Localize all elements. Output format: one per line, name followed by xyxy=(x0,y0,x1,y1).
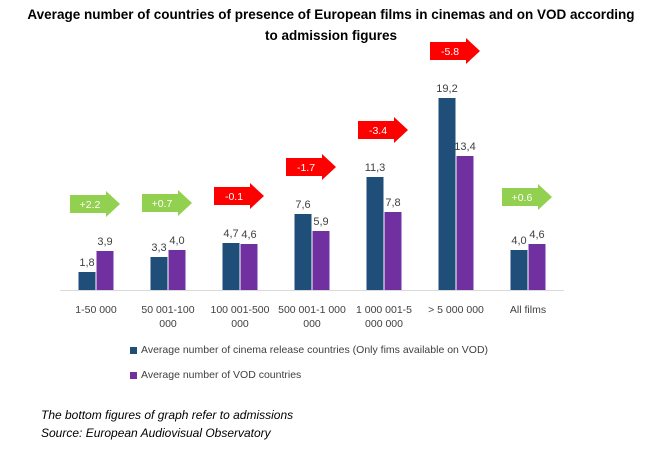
difference-label-1: +0.7 xyxy=(152,198,173,210)
bar-vod-4 xyxy=(384,212,402,290)
legend-item-cinema: Average number of cinema release countri… xyxy=(130,343,488,357)
value-label-cinema-3: 7,6 xyxy=(295,199,310,211)
value-label-vod-3: 5,9 xyxy=(313,216,328,228)
difference-label-3: -1.7 xyxy=(297,162,315,174)
difference-label-0: +2.2 xyxy=(80,199,101,211)
difference-arrow-5 xyxy=(430,38,480,64)
difference-arrow-6 xyxy=(502,184,552,210)
footnote: The bottom figures of graph refer to adm… xyxy=(41,406,293,442)
difference-label-4: -3.4 xyxy=(369,125,387,137)
value-label-vod-1: 4,0 xyxy=(169,235,184,247)
difference-arrow-1 xyxy=(142,190,192,216)
difference-label-6: +0.6 xyxy=(512,192,533,204)
legend-label-cinema: Average number of cinema release countri… xyxy=(141,344,489,356)
difference-arrow-3 xyxy=(286,154,336,180)
category-label-4-line2: 000 000 xyxy=(365,318,403,330)
bar-cinema-3 xyxy=(294,214,312,290)
category-label-4: 1 000 001-5 xyxy=(356,304,412,316)
bar-vod-0 xyxy=(96,251,114,290)
chart-legend: Average number of cinema release countri… xyxy=(130,343,488,393)
legend-swatch-vod xyxy=(130,371,137,379)
bar-vod-3 xyxy=(312,231,330,290)
value-label-cinema-2: 4,7 xyxy=(223,228,238,240)
value-label-vod-2: 4,6 xyxy=(241,229,256,241)
category-label-2-line2: 000 xyxy=(231,318,249,330)
category-label-0: 1-50 000 xyxy=(75,304,117,316)
legend-label-vod: Average number of VOD countries xyxy=(141,369,302,381)
bar-cinema-1 xyxy=(150,257,168,290)
difference-arrow-0 xyxy=(70,191,120,217)
category-label-1-line2: 000 xyxy=(159,318,177,330)
category-label-6: All films xyxy=(510,304,546,316)
bar-vod-2 xyxy=(240,244,258,290)
bar-cinema-2 xyxy=(222,243,240,290)
value-label-vod-0: 3,9 xyxy=(97,236,112,248)
value-label-vod-5: 13,4 xyxy=(454,141,475,153)
difference-label-5: -5.8 xyxy=(441,46,459,58)
footnote-admissions: The bottom figures of graph refer to adm… xyxy=(41,408,294,422)
difference-arrow-2 xyxy=(214,183,264,209)
value-label-cinema-1: 3,3 xyxy=(151,242,166,254)
bar-vod-1 xyxy=(168,250,186,290)
bar-cinema-4 xyxy=(366,177,384,290)
value-label-vod-4: 7,8 xyxy=(385,197,400,209)
category-label-5: > 5 000 000 xyxy=(428,304,484,316)
category-label-1: 50 001-100 xyxy=(141,304,194,316)
value-label-vod-6: 4,6 xyxy=(529,229,544,241)
value-label-cinema-4: 11,3 xyxy=(365,162,386,174)
chart-title: Average number of countries of presence … xyxy=(27,7,635,43)
legend-item-vod: Average number of VOD countries xyxy=(130,368,488,382)
value-label-cinema-5: 19,2 xyxy=(436,83,457,95)
difference-label-2: -0.1 xyxy=(225,191,243,203)
value-label-cinema-0: 1,8 xyxy=(79,257,94,269)
category-label-2: 100 001-500 xyxy=(211,304,270,316)
footnote-source: Source: European Audiovisual Observatory xyxy=(41,426,271,440)
value-label-cinema-6: 4,0 xyxy=(511,235,526,247)
bar-vod-5 xyxy=(456,156,474,290)
difference-arrow-4 xyxy=(358,117,408,143)
category-label-3: 500 001-1 000 xyxy=(278,304,346,316)
bar-cinema-5 xyxy=(438,98,456,290)
legend-swatch-cinema xyxy=(130,346,137,354)
category-label-3-line2: 000 xyxy=(303,318,321,330)
bar-vod-6 xyxy=(528,244,546,290)
bar-cinema-0 xyxy=(78,272,96,290)
bar-cinema-6 xyxy=(510,250,528,290)
